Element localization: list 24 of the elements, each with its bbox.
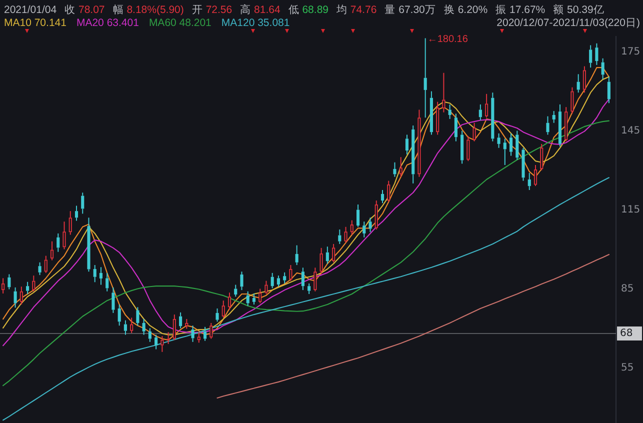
ref-line-label: 68 (620, 328, 633, 340)
quote-item: 幅 8.18%(5.90) (112, 4, 184, 16)
legend-item: MA60 48.201 (148, 16, 212, 29)
legend-item: MA10 70.141 (4, 16, 66, 29)
quote-item: 高 81.64 (240, 4, 280, 16)
quote-item: 振 17.67% (496, 4, 546, 16)
quote-item: 开 72.56 (192, 4, 232, 16)
quote-item: 换 6.20% (444, 4, 488, 16)
quote-item: 低 68.89 (288, 4, 328, 16)
legend-item: MA20 63.401 (76, 16, 139, 29)
y-tick-label: 145 (621, 126, 640, 136)
y-tick-label: 175 (621, 46, 640, 58)
quote-item: 量 67.30万 (384, 4, 436, 16)
quote-item: 均 74.76 (336, 4, 377, 16)
ref-line-label: 68 (617, 326, 642, 340)
period: 2020/12/07-2021/11/03(220日) (496, 16, 640, 29)
quote-item: 2021/01/04 (4, 4, 57, 16)
quote-item: 额 50.39亿 (553, 4, 604, 16)
y-tick-label: 85 (621, 283, 634, 294)
y-tick-label: 115 (621, 204, 640, 216)
y-tick-label: 55 (621, 362, 634, 374)
peak-note: ←180.16 (427, 34, 468, 45)
quote-item: 收 78.07 (64, 4, 105, 16)
legend-item: MA120 35.081 (221, 16, 290, 29)
